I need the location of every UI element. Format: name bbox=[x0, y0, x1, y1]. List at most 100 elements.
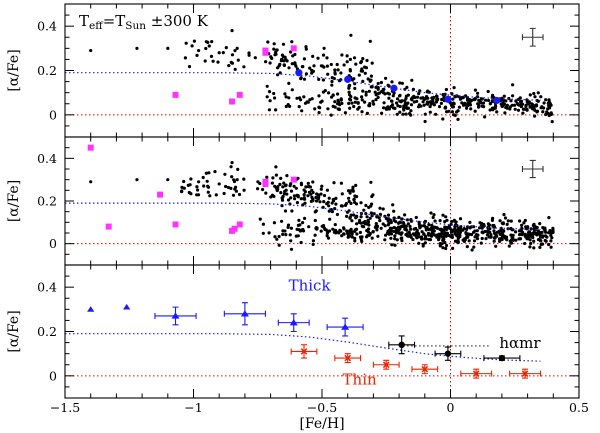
star-point bbox=[182, 179, 186, 184]
star-point bbox=[405, 106, 409, 110]
star-point bbox=[369, 78, 373, 82]
star-point bbox=[398, 220, 402, 224]
star-point bbox=[518, 237, 523, 241]
star-point bbox=[489, 233, 493, 237]
star-point bbox=[230, 161, 234, 165]
star-point bbox=[279, 176, 283, 180]
star-point bbox=[513, 107, 517, 111]
star-point bbox=[295, 201, 299, 205]
star-point bbox=[355, 232, 359, 236]
star-point bbox=[483, 229, 487, 234]
star-point bbox=[328, 217, 332, 221]
star-point bbox=[400, 239, 404, 243]
star-point bbox=[492, 223, 496, 228]
star-point bbox=[265, 95, 269, 99]
star-point bbox=[495, 234, 499, 238]
star-point bbox=[391, 203, 395, 207]
star-point bbox=[289, 247, 294, 251]
star-point bbox=[473, 88, 477, 92]
star-point bbox=[456, 109, 460, 113]
y-tick-label: 0.4 bbox=[37, 280, 57, 295]
star-point bbox=[541, 235, 545, 239]
star-point bbox=[355, 222, 359, 226]
thick-disc-triangle bbox=[171, 312, 180, 319]
star-point bbox=[311, 198, 315, 202]
star-point bbox=[190, 44, 194, 48]
thick-disc-triangle bbox=[341, 323, 350, 330]
y-tick-label: 0.2 bbox=[37, 324, 57, 339]
label-text: T bbox=[79, 12, 89, 30]
star-point bbox=[347, 199, 351, 204]
star-point bbox=[285, 192, 289, 196]
star-point bbox=[319, 229, 323, 233]
star-point bbox=[409, 235, 413, 239]
star-point bbox=[444, 243, 449, 248]
star-point bbox=[509, 99, 513, 103]
star-point bbox=[339, 229, 343, 233]
star-point bbox=[367, 103, 371, 108]
star-point bbox=[389, 236, 393, 240]
star-point bbox=[415, 95, 420, 99]
star-point bbox=[299, 197, 303, 201]
y-tick-label: 0 bbox=[49, 368, 57, 383]
star-point bbox=[242, 65, 246, 69]
star-point bbox=[275, 188, 279, 193]
star-point bbox=[465, 245, 469, 249]
star-point bbox=[549, 111, 553, 115]
star-point bbox=[227, 64, 231, 68]
star-point bbox=[273, 96, 277, 100]
star-point bbox=[346, 231, 350, 236]
star-point bbox=[272, 194, 276, 198]
star-point bbox=[301, 221, 305, 225]
star-point bbox=[445, 110, 449, 114]
star-point bbox=[441, 117, 445, 121]
star-point bbox=[526, 225, 530, 230]
star-point bbox=[216, 60, 220, 64]
star-point bbox=[457, 105, 461, 109]
star-point bbox=[369, 74, 373, 78]
metal-poor-star-square bbox=[105, 223, 112, 230]
star-point bbox=[300, 109, 304, 113]
star-point bbox=[543, 238, 547, 243]
typical-error-bar bbox=[521, 27, 544, 47]
star-point bbox=[450, 92, 454, 96]
star-point bbox=[389, 232, 394, 236]
star-point bbox=[353, 236, 357, 240]
star-point bbox=[268, 61, 272, 65]
star-point bbox=[397, 215, 401, 219]
star-point bbox=[367, 223, 371, 227]
star-point bbox=[204, 40, 208, 44]
star-point bbox=[287, 96, 291, 100]
star-point bbox=[488, 108, 492, 112]
star-point bbox=[311, 69, 315, 73]
star-point bbox=[382, 91, 386, 95]
star-point bbox=[312, 64, 316, 68]
star-point bbox=[284, 95, 288, 99]
star-point bbox=[273, 184, 277, 188]
thick-disc-triangle bbox=[289, 319, 298, 326]
label-text: =T bbox=[103, 12, 126, 30]
star-point bbox=[224, 46, 228, 50]
star-point bbox=[544, 98, 548, 102]
star-point bbox=[274, 108, 278, 112]
star-point bbox=[505, 106, 509, 110]
star-point bbox=[539, 242, 543, 246]
star-point bbox=[205, 179, 209, 183]
hamr-marker bbox=[444, 350, 452, 357]
star-point bbox=[516, 103, 520, 107]
star-point bbox=[326, 72, 330, 76]
metal-poor-star-square bbox=[236, 221, 243, 228]
star-point bbox=[549, 233, 553, 237]
binned-mean-point bbox=[295, 69, 303, 77]
star-point bbox=[505, 222, 509, 226]
star-point bbox=[315, 199, 319, 203]
star-point bbox=[522, 221, 526, 225]
star-point bbox=[233, 187, 237, 191]
star-point bbox=[547, 100, 552, 105]
star-point bbox=[362, 208, 366, 212]
star-point bbox=[313, 233, 317, 237]
star-point bbox=[236, 58, 240, 62]
star-point bbox=[382, 101, 386, 105]
star-point bbox=[286, 223, 291, 227]
star-point bbox=[547, 216, 551, 220]
